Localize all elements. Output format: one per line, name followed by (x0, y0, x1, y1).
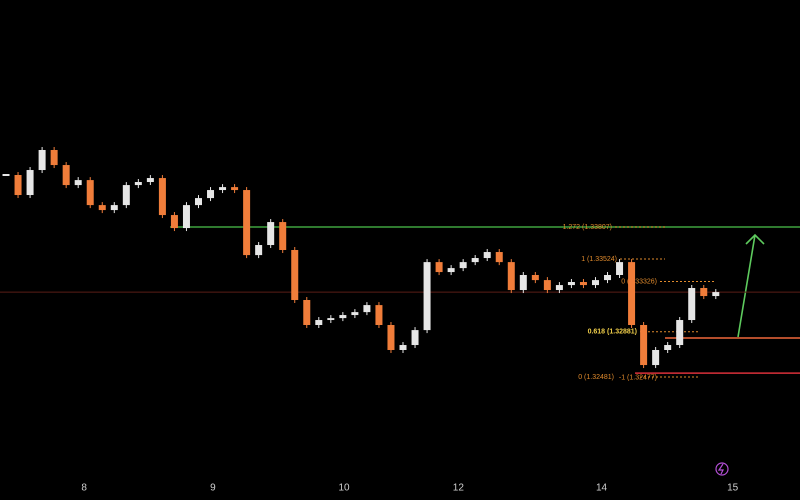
candle (676, 320, 684, 346)
x-tick-label: 10 (338, 483, 350, 494)
fib-label: -1 (1.32477) (619, 374, 657, 381)
candle (194, 198, 202, 206)
candle (243, 190, 251, 256)
candle (122, 185, 130, 206)
candle (2, 174, 10, 176)
candle (38, 150, 46, 171)
candle (279, 222, 287, 250)
candle (567, 282, 575, 286)
candle (134, 182, 142, 186)
candle (327, 318, 335, 321)
fib-label: 0 (1.33326) (621, 278, 657, 285)
candle (351, 312, 359, 316)
candle (459, 262, 467, 269)
candle (471, 258, 479, 263)
candle (700, 288, 708, 297)
candle (62, 165, 70, 186)
x-tick-label: 15 (727, 483, 739, 494)
x-tick-label: 8 (81, 483, 87, 494)
candle (483, 252, 491, 259)
candle (291, 250, 299, 300)
candle (579, 282, 587, 286)
candle (688, 288, 696, 321)
candle (411, 330, 419, 346)
candle (652, 350, 660, 366)
candle (231, 187, 239, 191)
candle (507, 262, 515, 291)
candle (363, 305, 371, 313)
candle (387, 325, 395, 350)
candle (435, 262, 443, 273)
candle (604, 275, 612, 281)
candle (182, 205, 190, 229)
candle (399, 345, 407, 350)
x-tick-label: 14 (596, 483, 608, 494)
fib-label: 0 (1.32481) (578, 374, 614, 381)
candle (98, 205, 106, 211)
candle (86, 180, 94, 206)
candle (267, 222, 275, 246)
fib-label: 1.272 (1.33807) (563, 224, 612, 231)
candle (74, 180, 82, 186)
candle (591, 280, 599, 286)
candle (640, 325, 648, 366)
candle (170, 215, 178, 229)
x-tick-label: 12 (453, 483, 465, 494)
candle (543, 280, 551, 291)
candle (158, 178, 166, 216)
candle (207, 190, 215, 199)
candle (315, 320, 323, 325)
alert-icon-bolt (717, 463, 724, 475)
candle (303, 300, 311, 325)
candle (255, 245, 263, 256)
candle (447, 268, 455, 273)
candle (50, 150, 58, 166)
candle (712, 292, 720, 297)
candle (110, 205, 118, 211)
candle (375, 305, 383, 325)
x-tick-label: 9 (210, 483, 216, 494)
candle (14, 175, 22, 196)
fib-label: 1 (1.33524) (581, 256, 617, 263)
candle (664, 345, 672, 350)
alert-icon[interactable] (715, 462, 729, 476)
candle (423, 262, 431, 331)
candle (555, 285, 563, 291)
candle (339, 315, 347, 319)
candle (219, 187, 227, 191)
candle (616, 262, 624, 275)
fib-label: 0.618 (1.32881) (588, 329, 637, 336)
candle (519, 275, 527, 291)
target-arrow (737, 233, 765, 338)
candle (531, 275, 539, 281)
candle (146, 178, 154, 183)
candle (26, 170, 34, 196)
candle (495, 252, 503, 263)
candle (628, 262, 636, 325)
